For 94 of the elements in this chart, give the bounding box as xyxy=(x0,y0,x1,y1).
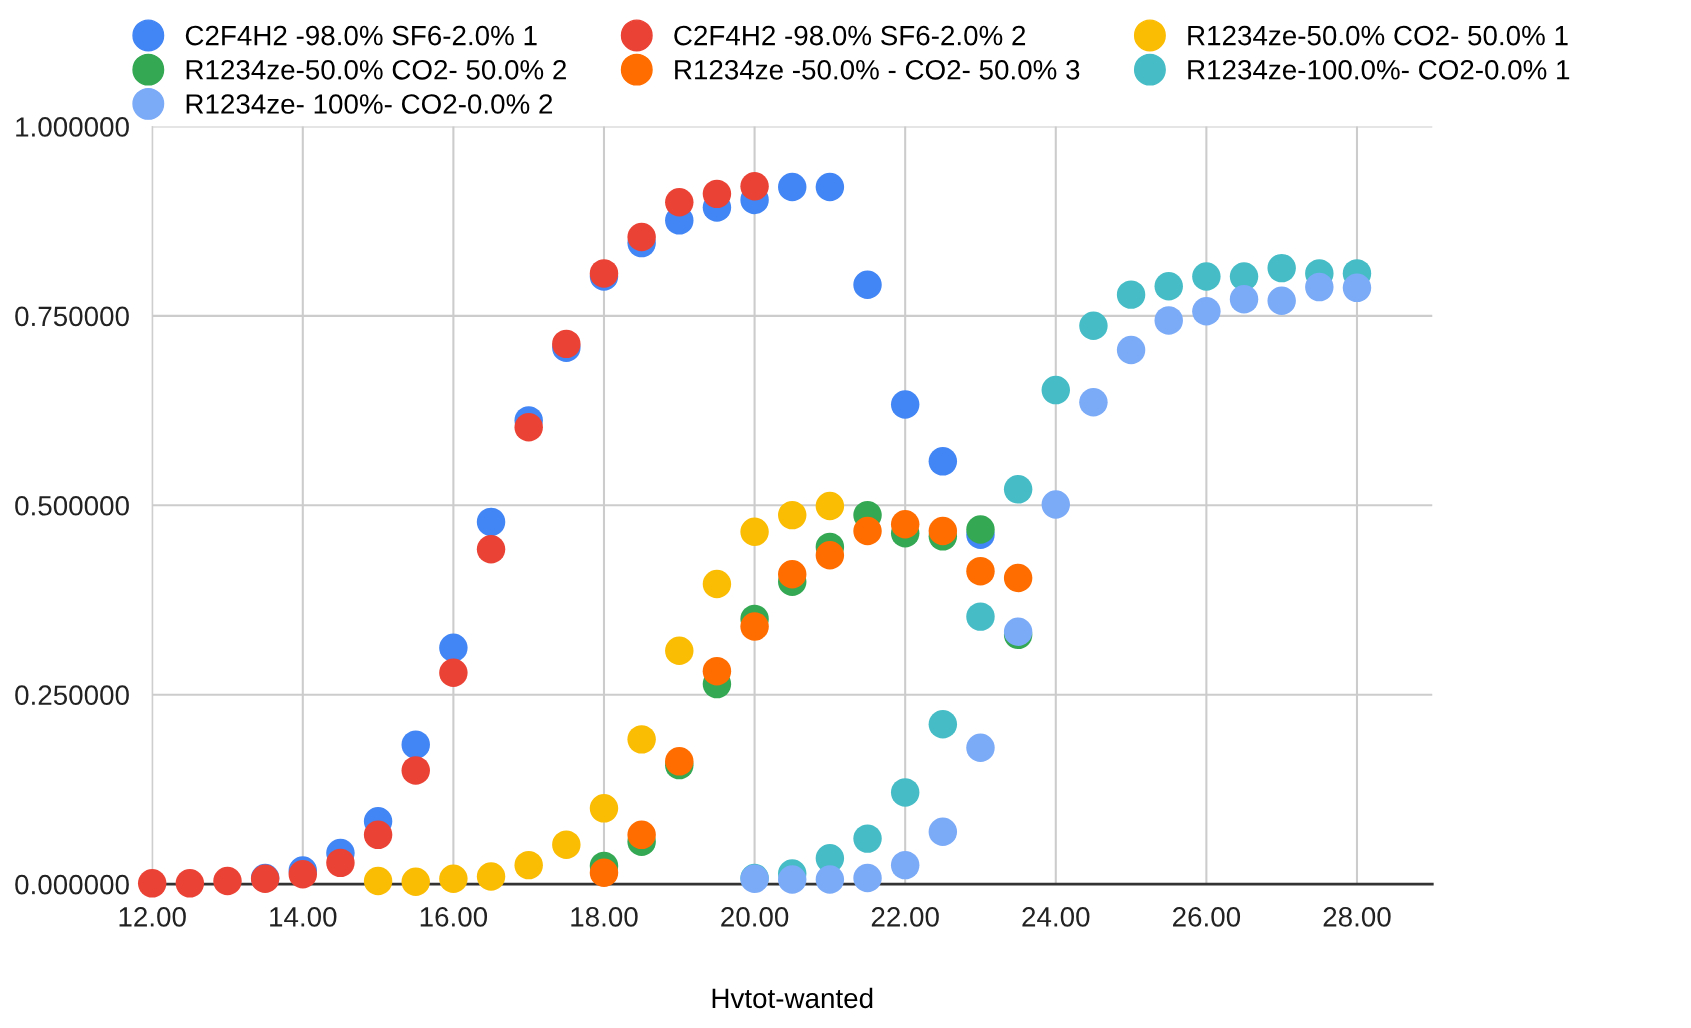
point xyxy=(1192,262,1221,291)
y-tick-label: 0.500000 xyxy=(15,495,129,516)
legend-label: C2F4H2 -98.0% SF6-2.0% 1 xyxy=(185,25,537,46)
point xyxy=(890,778,920,807)
point xyxy=(627,222,656,252)
point xyxy=(778,559,807,589)
point xyxy=(1154,272,1183,301)
point xyxy=(476,862,506,891)
point xyxy=(853,516,882,546)
x-tick-label: 16.00 xyxy=(420,907,488,927)
point xyxy=(589,858,619,887)
point xyxy=(1267,286,1296,315)
point xyxy=(213,866,242,896)
point xyxy=(363,866,393,896)
y-tick-label: 0.000000 xyxy=(15,874,129,895)
point xyxy=(890,390,920,419)
point xyxy=(439,864,468,894)
point xyxy=(665,636,694,665)
x-tick-label: 20.00 xyxy=(721,907,789,927)
point xyxy=(1003,475,1033,504)
point xyxy=(966,515,995,544)
y-tick-label: 0.250000 xyxy=(15,685,129,706)
x-tick-label: 18.00 xyxy=(571,907,638,927)
point xyxy=(1041,490,1071,519)
legend-label: R1234ze- 100%- CO2-0.0% 2 xyxy=(186,94,553,114)
point xyxy=(1192,297,1221,326)
point xyxy=(627,820,656,850)
point xyxy=(778,500,807,530)
point xyxy=(928,516,958,546)
point xyxy=(1003,563,1033,593)
point xyxy=(1079,311,1108,340)
point xyxy=(627,725,656,754)
point xyxy=(778,865,807,894)
point xyxy=(552,830,581,859)
point xyxy=(363,820,393,850)
point xyxy=(476,534,506,564)
point xyxy=(1154,306,1183,335)
x-tick-label: 22.00 xyxy=(871,907,939,927)
point xyxy=(815,172,845,202)
legend-label: R1234ze -50.0% - CO2- 50.0% 3 xyxy=(675,59,1080,80)
point xyxy=(514,412,543,442)
point xyxy=(514,850,543,880)
point xyxy=(966,602,995,631)
point xyxy=(740,172,769,201)
x-tick-label: 26.00 xyxy=(1173,907,1241,927)
point xyxy=(1116,335,1146,365)
point xyxy=(928,447,958,476)
y-tick-label: 1.000000 xyxy=(16,117,129,137)
point xyxy=(928,817,958,847)
y-tick-label: 0.750000 xyxy=(15,306,129,327)
x-tick-label: 28.00 xyxy=(1323,907,1391,927)
point xyxy=(439,633,468,662)
point xyxy=(1342,273,1372,303)
legend-label: C2F4H2 -98.0% SF6-2.0% 2 xyxy=(674,25,1026,46)
legend-label: R1234ze-50.0% CO2- 50.0% 2 xyxy=(186,59,566,80)
point xyxy=(815,541,845,570)
point xyxy=(853,863,882,893)
point xyxy=(326,848,355,878)
point xyxy=(928,709,958,739)
point xyxy=(1267,253,1296,283)
point xyxy=(740,612,769,641)
x-tick-label: 24.00 xyxy=(1022,907,1090,927)
point xyxy=(439,658,468,687)
point xyxy=(890,509,920,539)
point xyxy=(702,179,732,209)
point xyxy=(1116,280,1146,309)
point xyxy=(1041,375,1071,405)
x-axis-title: Hvtot-wanted xyxy=(712,987,873,1009)
point xyxy=(1229,284,1259,314)
point xyxy=(815,865,845,894)
x-tick-label: 14.00 xyxy=(270,907,337,927)
point xyxy=(890,850,920,880)
point xyxy=(476,507,506,537)
point xyxy=(401,867,430,897)
point xyxy=(853,270,882,300)
point xyxy=(702,569,732,599)
point xyxy=(175,869,205,898)
point xyxy=(778,172,807,202)
legend-label: R1234ze-100.0%- CO2-0.0% 1 xyxy=(1188,59,1570,80)
point xyxy=(740,517,769,547)
point xyxy=(665,187,694,217)
point xyxy=(589,794,619,823)
point xyxy=(853,824,882,853)
x-tick-label: 12.00 xyxy=(119,907,186,927)
point xyxy=(401,756,430,785)
point xyxy=(966,556,995,586)
point xyxy=(702,656,732,686)
point xyxy=(1079,387,1108,417)
point xyxy=(966,733,995,762)
point xyxy=(815,491,845,521)
legend-label: R1234ze-50.0% CO2- 50.0% 1 xyxy=(1188,25,1568,46)
point xyxy=(1305,272,1334,302)
point xyxy=(401,730,430,759)
point xyxy=(137,869,167,898)
